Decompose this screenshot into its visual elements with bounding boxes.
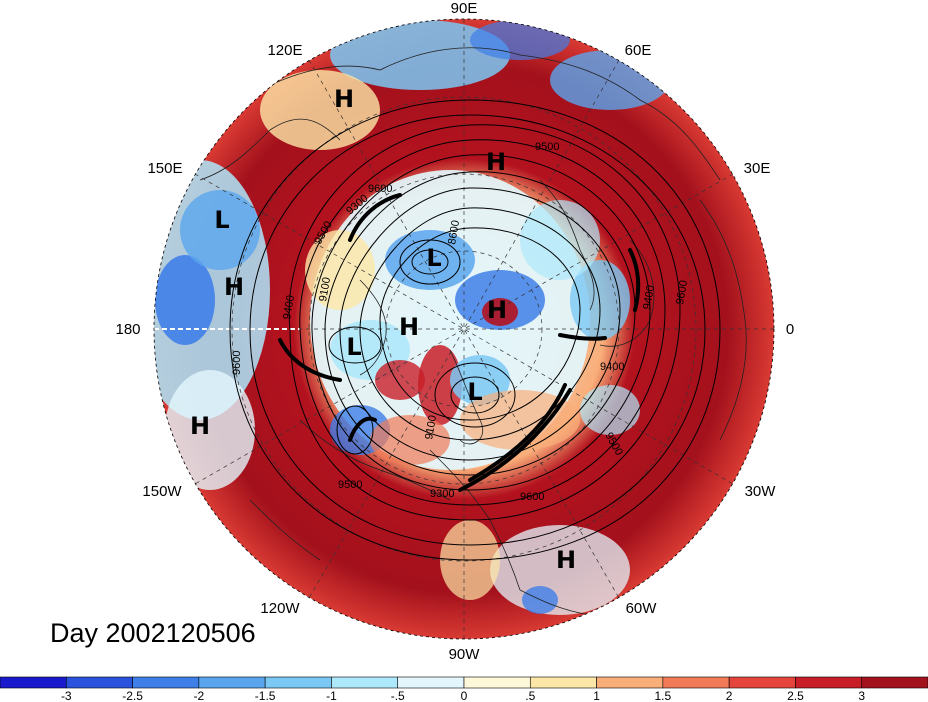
colorbar-tick-label: -2.5: [122, 689, 143, 702]
colorbar-swatch: [264, 676, 332, 689]
lon-label-120w: 120W: [260, 600, 300, 617]
contour-label: 9100: [317, 276, 333, 302]
colorbar-swatch: [662, 676, 730, 689]
pressure-center-high: H: [487, 296, 507, 324]
colorbar-tick-label: -1: [326, 689, 337, 702]
colorbar-tick-label: 2: [726, 689, 733, 702]
lon-label-90e: 90E: [451, 0, 478, 17]
contour-label: 9400: [641, 284, 657, 310]
lon-label-30e: 30E: [744, 160, 771, 177]
pressure-center-low: L: [426, 244, 441, 272]
pressure-center-high: H: [556, 546, 576, 574]
contour-label: 9600: [368, 183, 392, 195]
pressure-center-high: H: [399, 313, 419, 341]
contour-label: 9600: [231, 351, 243, 375]
lon-label-30w: 30W: [745, 483, 777, 500]
colorbar-swatch: [65, 676, 133, 689]
lon-label-60w: 60W: [626, 600, 658, 617]
colorbar-swatch: [795, 676, 863, 689]
pressure-center-low: L: [346, 333, 361, 361]
colorbar-tick-label: 2.5: [787, 689, 804, 702]
contour-label: 9600: [520, 491, 544, 503]
date-label: Day 2002120506: [50, 618, 256, 648]
pressure-center-low: L: [467, 378, 482, 406]
lon-label-0: 0: [786, 321, 794, 338]
colorbar-swatch: [529, 676, 597, 689]
contour-label: 9600: [674, 279, 690, 305]
colorbar-tick-label: 0: [461, 689, 468, 702]
longitude-labels: 90E 60E 30E 0 30W 60W 90W 120W 150W 180 …: [115, 0, 794, 663]
colorbar-swatch: [728, 676, 796, 689]
colorbar-tick-label: 1.5: [655, 689, 672, 702]
colorbar-swatch: [331, 676, 399, 689]
colorbar-swatch: [861, 676, 928, 689]
colorbar-tick-label: 1: [593, 689, 600, 702]
lon-label-150w: 150W: [142, 483, 182, 500]
lon-label-150e: 150E: [147, 160, 182, 177]
pressure-center-high: H: [224, 273, 244, 301]
colorbar-tick-label: 3: [858, 689, 865, 702]
contour-label: 9400: [281, 294, 297, 320]
pressure-center-high: H: [334, 85, 354, 113]
colorbar-swatch: [132, 676, 200, 689]
colorbar-tick-label: -2: [194, 689, 205, 702]
contour-label: 9400: [600, 361, 624, 373]
pressure-center-low: L: [214, 206, 229, 234]
contour-label: 8600: [446, 219, 462, 245]
colorbar-tick-label: .5: [525, 689, 535, 702]
colorbar-swatch: [463, 676, 531, 689]
pressure-center-high: H: [486, 148, 506, 176]
coastlines: [199, 47, 747, 617]
colorbar-swatch: [0, 676, 67, 689]
colorbar: -3 -2.5 -2 -1.5 -1 -.5 0 .5 1 1.5 2 2.5 3: [0, 676, 928, 702]
colorbar-tick-label: -.5: [391, 689, 405, 702]
colorbar-swatch: [397, 676, 465, 689]
height-contours: [229, 99, 721, 561]
contour-label: 9300: [430, 488, 454, 500]
lon-label-180: 180: [115, 321, 140, 338]
lon-label-60e: 60E: [625, 42, 652, 59]
map-boundary: [153, 18, 775, 640]
colorbar-tick-label: -1.5: [255, 689, 276, 702]
contour-label: 9100: [423, 414, 439, 440]
contour-label: 9500: [535, 141, 559, 153]
pressure-center-high: H: [190, 412, 210, 440]
colorbar-tick-label: -3: [61, 689, 72, 702]
lon-label-120e: 120E: [267, 42, 302, 59]
pressure-centers: H L H H L H H L L H H: [190, 85, 576, 574]
contour-label: 9500: [338, 479, 362, 491]
colorbar-swatch: [596, 676, 664, 689]
colorbar-swatch: [198, 676, 266, 689]
jet-streaks: [278, 193, 641, 492]
lon-label-90w: 90W: [449, 646, 481, 663]
